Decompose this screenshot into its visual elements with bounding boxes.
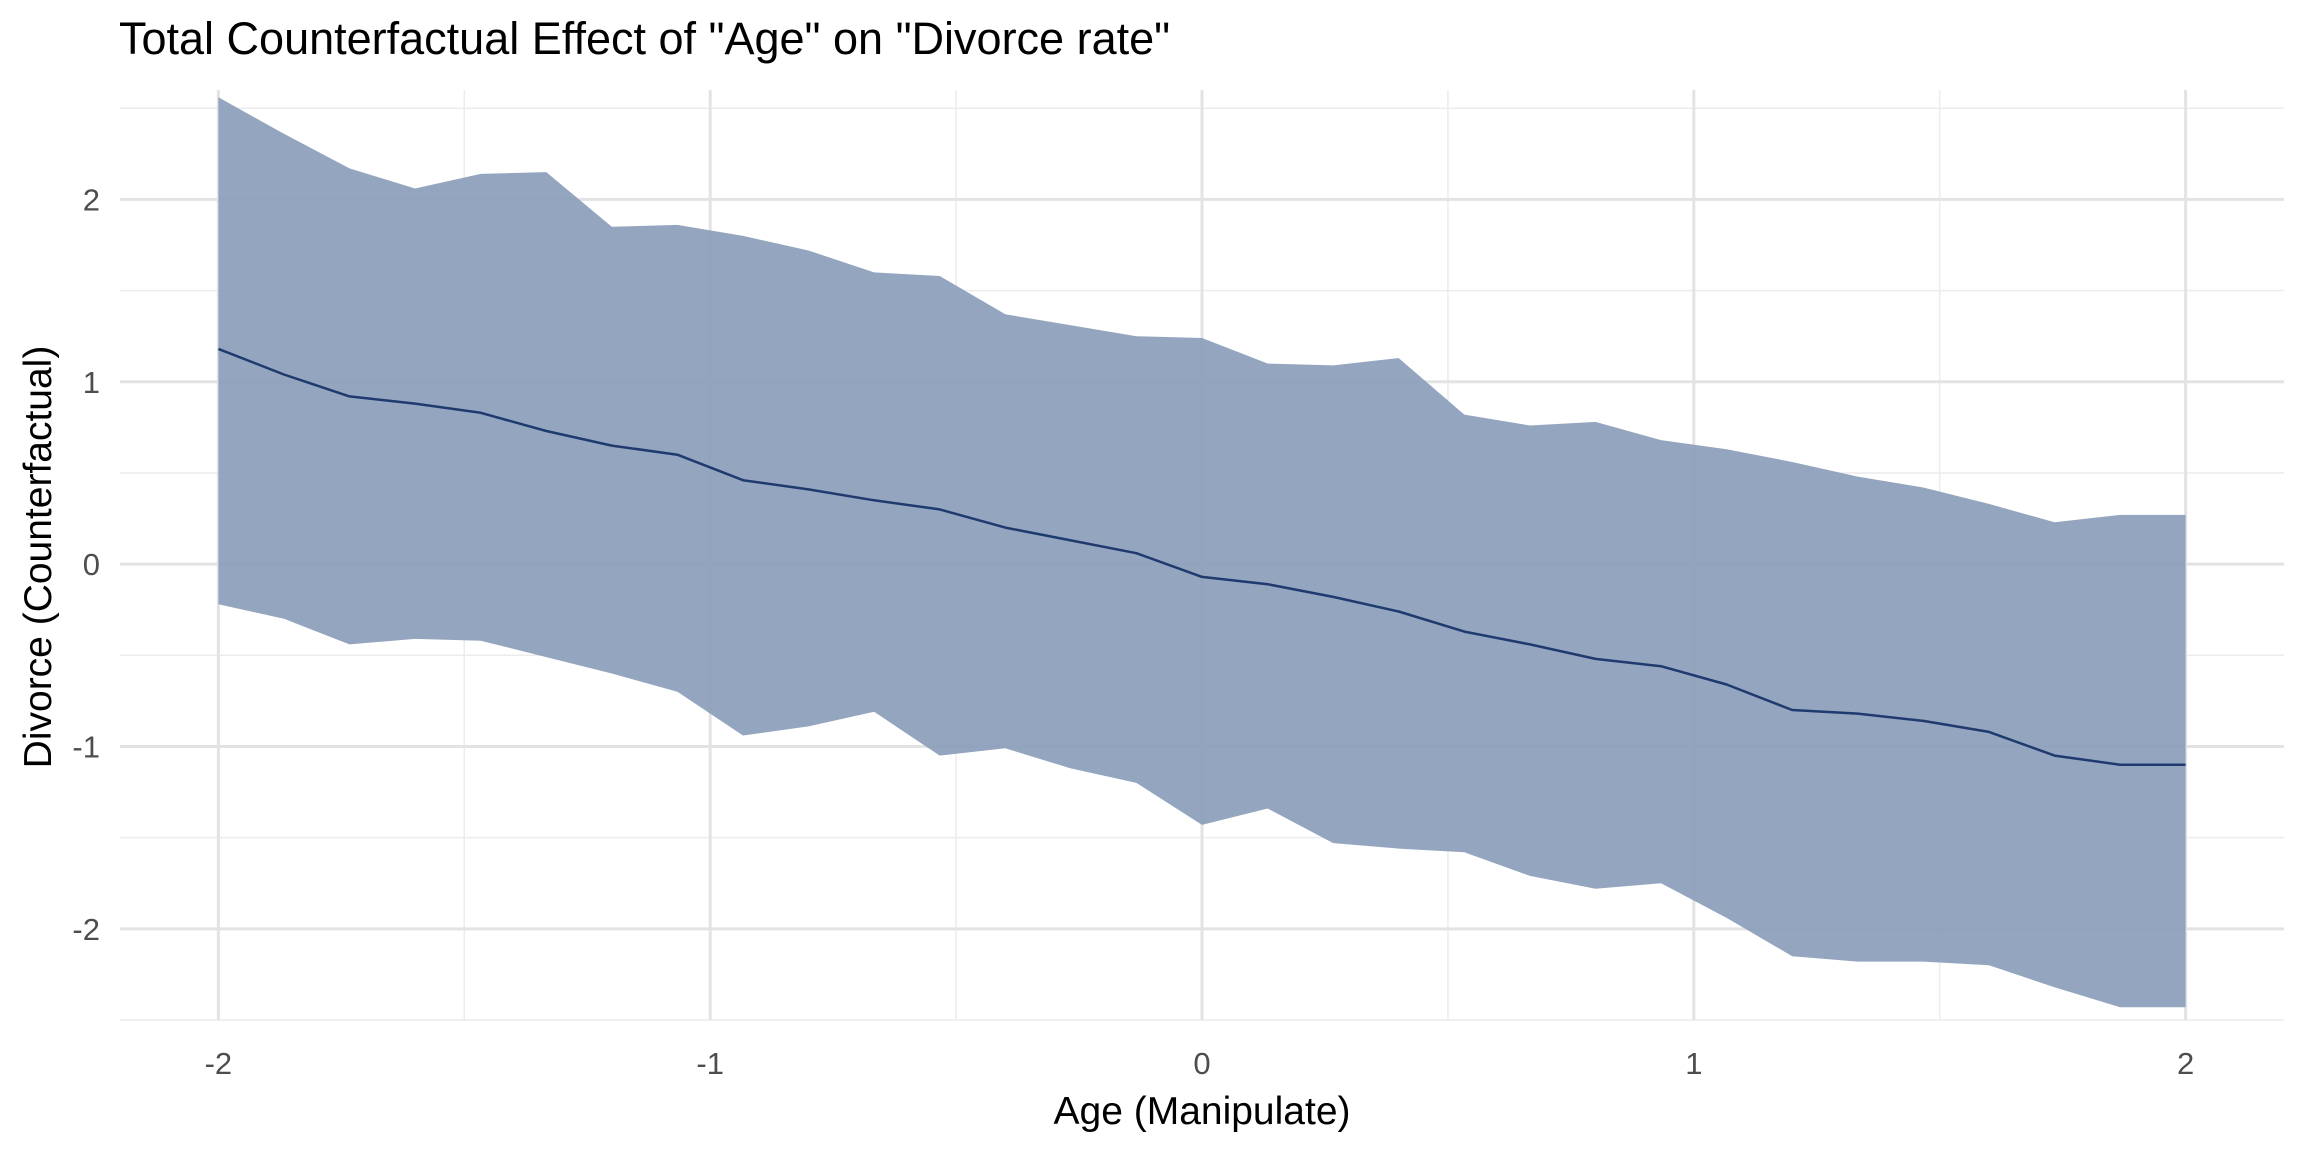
x-tick-labels: -2 -1 0 1 2 (205, 1046, 2195, 1081)
x-axis-title: Age (Manipulate) (1054, 1090, 1351, 1133)
y-tick-label: -2 (72, 912, 100, 947)
x-tick-label: 1 (1685, 1046, 1702, 1081)
y-tick-labels: -2 -1 0 1 2 (72, 182, 100, 946)
mean-line (217, 347, 2186, 766)
y-tick-label: 0 (83, 547, 100, 582)
y-tick-label: -1 (72, 729, 100, 764)
y-tick-label: 2 (83, 182, 100, 217)
y-axis-title: Divorce (Counterfactual) (17, 346, 60, 769)
y-tick-label: 1 (83, 365, 100, 400)
x-tick-label: 2 (2177, 1046, 2194, 1081)
confidence-band (218, 97, 2186, 1008)
x-tick-label: -1 (696, 1046, 724, 1081)
x-tick-label: -2 (205, 1046, 233, 1081)
chart-title: Total Counterfactual Effect of "Age" on … (119, 13, 1170, 64)
x-tick-label: 0 (1193, 1046, 1210, 1081)
